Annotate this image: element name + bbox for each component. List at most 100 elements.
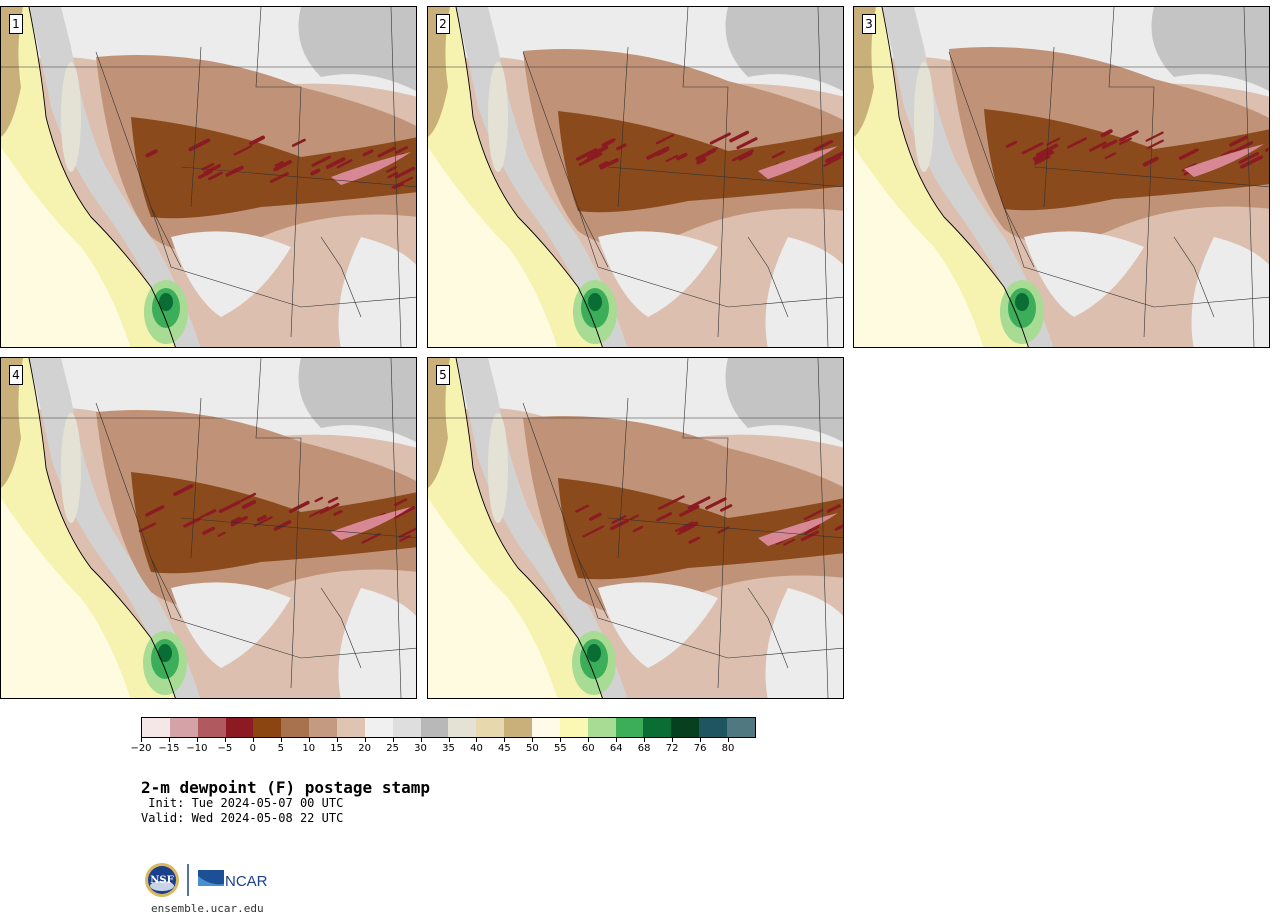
colorbar-tick-label: −10 (186, 743, 208, 754)
colorbar-tick-label: 0 (249, 743, 256, 754)
dry-streak (825, 150, 843, 163)
state-border (390, 358, 402, 698)
extreme-dry-patch (331, 152, 411, 185)
colorbar-tick (504, 738, 506, 742)
state-border (1003, 206, 1269, 308)
colorbar-tick (448, 738, 450, 742)
map-panel-1: 1 (0, 6, 417, 348)
dry-streak (599, 158, 619, 170)
colorbar-swatch (476, 718, 505, 737)
state-border (180, 517, 416, 539)
state-border (747, 587, 789, 669)
dry-streak (676, 152, 688, 161)
extreme-dry-patch (758, 513, 838, 546)
very-dry-region (984, 109, 1269, 211)
dry-streak (1046, 137, 1061, 146)
dry-streak (709, 132, 731, 145)
dewpoint-map-3 (854, 7, 1269, 347)
colorbar-tick-label: 25 (386, 743, 399, 754)
colorbar-tick (700, 738, 702, 742)
colorbar-swatch (253, 718, 282, 737)
dry-streak (582, 525, 605, 538)
colorbar-tick (168, 738, 170, 742)
southwest-gray (171, 231, 291, 317)
dry-streak (1032, 148, 1053, 161)
dry-streak (826, 504, 841, 513)
dewpoint-map-4 (1, 358, 416, 698)
dry-streak (274, 160, 284, 167)
state-border (617, 397, 629, 559)
dry-streak (398, 527, 416, 539)
dry-streak (230, 515, 248, 527)
dry-streak (813, 139, 834, 152)
colorbar-tick-label: 30 (414, 743, 427, 754)
colorbar-tick (644, 738, 646, 742)
state-border (577, 557, 843, 659)
dry-streak (256, 514, 267, 522)
coast-band (1, 7, 23, 137)
dry-streak (145, 505, 165, 517)
gulf-moist-dark (159, 293, 173, 311)
colorbar-tick (336, 738, 338, 742)
dry-streak (1142, 156, 1159, 167)
map-panel-5: 5 (427, 357, 844, 699)
ocean-pale-region (1, 498, 131, 698)
dry-streak (592, 145, 609, 156)
dry-streak (1021, 142, 1044, 155)
state-border (1243, 7, 1255, 347)
nsf-seal-icon: NSF (145, 863, 179, 897)
dry-streak (173, 484, 194, 497)
svg-text:NSF: NSF (150, 875, 173, 886)
canada-gray-region (298, 7, 416, 92)
colorbar-swatch (727, 718, 755, 737)
init-time: Init: Tue 2024-05-07 00 UTC (141, 796, 344, 810)
dry-streak (663, 495, 685, 508)
state-border (1033, 166, 1269, 188)
dry-streak (203, 164, 221, 175)
dry-streak (217, 531, 226, 537)
dry-streak (1036, 143, 1059, 157)
dry-streak (336, 159, 353, 169)
dry-streak (804, 525, 820, 535)
dry-streak (719, 504, 733, 512)
ocean-pale-region (428, 498, 558, 698)
colorbar-swatch (699, 718, 728, 737)
colorbar-swatch (364, 718, 393, 737)
state-border (255, 358, 302, 689)
dry-streak (679, 504, 700, 517)
colorbar-tick (532, 738, 534, 742)
dry-streak (249, 135, 265, 146)
dry-streak (783, 538, 795, 546)
dry-streak (598, 161, 609, 168)
dry-streak (1178, 148, 1199, 160)
coastline (455, 358, 603, 698)
dry-streak (736, 137, 758, 150)
colorbar-tick-label: 72 (665, 743, 679, 754)
gulf-moist-dark (588, 293, 602, 311)
valid-time: Valid: Wed 2024-05-08 22 UTC (141, 811, 344, 825)
central-valley (488, 413, 508, 523)
southwest-gray (598, 231, 718, 317)
dry-streak (270, 172, 289, 183)
colorbar-swatch (169, 718, 198, 737)
dry-streak (1067, 137, 1087, 149)
dry-streak (333, 509, 343, 516)
colorbar-tick-label: 40 (470, 743, 483, 754)
dry-streak (228, 168, 238, 174)
colorbar-swatch (532, 718, 560, 737)
state-border (190, 397, 202, 559)
dry-streak (655, 134, 675, 145)
state-border (747, 236, 789, 318)
website-url: ensemble.ucar.edu (151, 902, 264, 915)
colorbar-tick-label: 10 (302, 743, 316, 754)
canada-gray-region (298, 358, 416, 443)
dry-streak (218, 500, 241, 514)
ocean-pale-region (1, 147, 131, 347)
dewpoint-colorbar (141, 717, 756, 738)
colorbar-ticks: −20 −15 −10 −5 0 5 10 15 20 25 30 35 40 45 50 55 60 64 68 7… (130, 738, 756, 762)
dry-streak (387, 171, 399, 179)
colorbar-tick (476, 738, 478, 742)
colorbar-swatch (559, 718, 588, 737)
map-panel-4: 4 (0, 357, 417, 699)
gulf-moist-dark (587, 644, 601, 662)
